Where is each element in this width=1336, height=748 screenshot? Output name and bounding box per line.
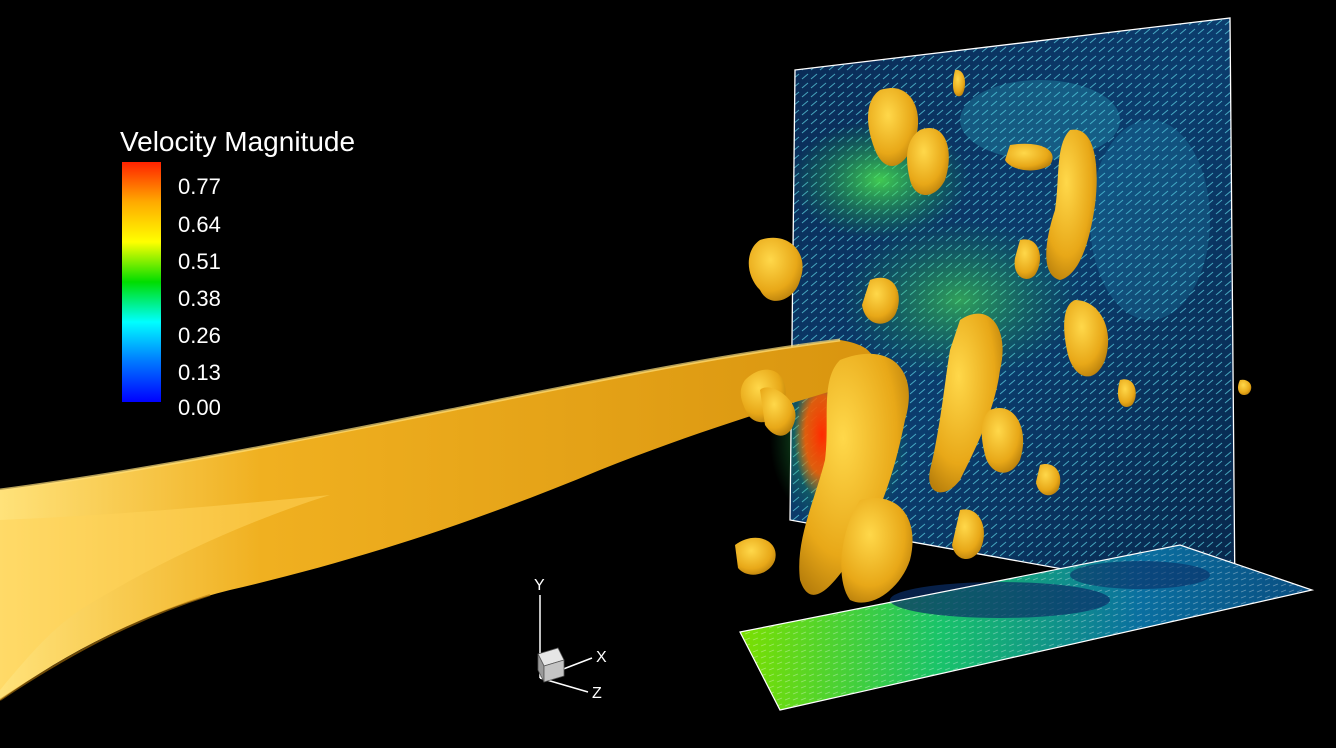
- axis-label-z: Z: [592, 685, 602, 702]
- legend-tick-label: 0.26: [178, 323, 221, 348]
- legend-color-bar: [122, 162, 161, 402]
- axis-label-y: Y: [534, 577, 545, 594]
- turbine-blade-surface: [0, 338, 874, 701]
- axis-triad-graphic: [537, 595, 593, 693]
- vertical-vector-plane: [770, 17, 1236, 601]
- legend-tick-label: 0.51: [178, 249, 221, 274]
- legend-tick-label: 0.64: [178, 212, 221, 237]
- color-legend: Velocity Magnitude 0.77 0.64 0.51 0.38 0…: [120, 126, 420, 426]
- vortex-isosurfaces: [735, 69, 1252, 603]
- legend-tick-label: 0.00: [178, 395, 221, 420]
- floor-vector-plane: [739, 544, 1315, 711]
- legend-tick-label: 0.38: [178, 286, 221, 311]
- legend-tick-label: 0.77: [178, 174, 221, 199]
- legend-tick-label: 0.13: [178, 360, 221, 385]
- axis-triad: Y X Z: [520, 570, 630, 705]
- legend-title: Velocity Magnitude: [120, 126, 356, 157]
- axis-label-x: X: [596, 649, 607, 666]
